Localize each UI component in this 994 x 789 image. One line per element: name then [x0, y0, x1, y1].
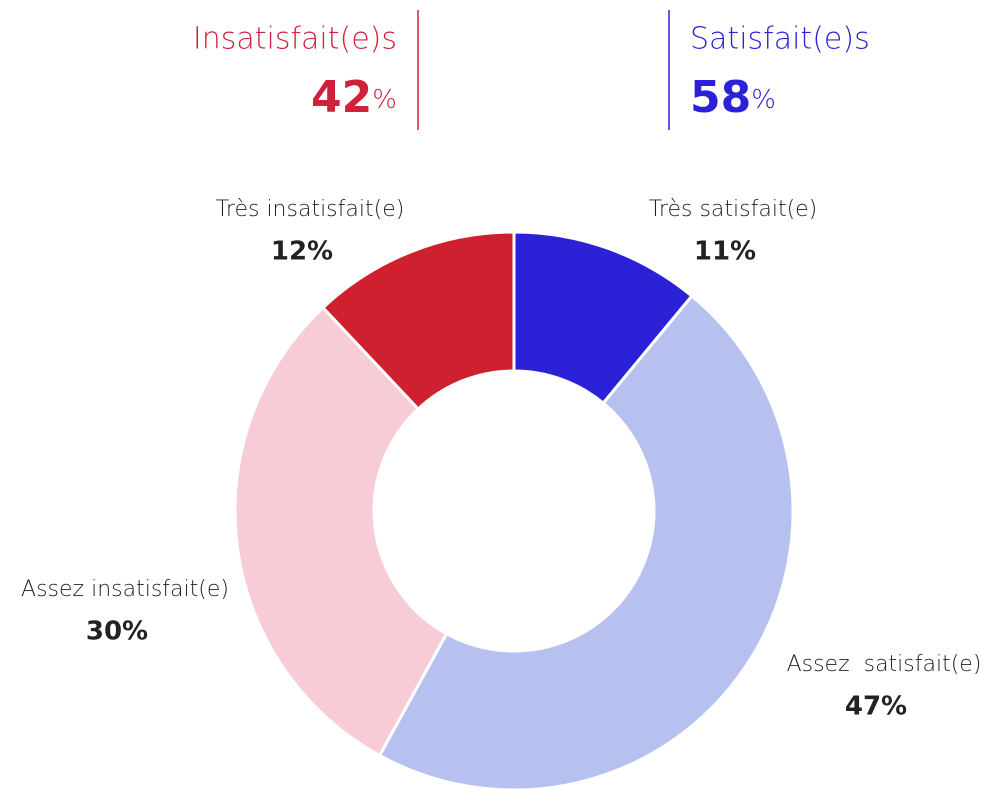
- summary-unit: %: [372, 85, 397, 115]
- slice-label: Très satisfait(e): [649, 197, 818, 222]
- slice-label: Assez insatisfait(e): [21, 577, 229, 602]
- summary-value: 42%: [311, 72, 397, 123]
- summary-unit: %: [751, 85, 776, 115]
- summary-number: 42: [311, 72, 372, 123]
- slice-value-label: 47%: [845, 692, 907, 722]
- summary-label: Satisfait(e)s: [690, 22, 870, 57]
- donut-slice: [320, 230, 516, 412]
- slice-value-label: 11%: [694, 237, 756, 267]
- slice-value-label: 30%: [86, 617, 148, 647]
- summary-number: 58: [690, 72, 751, 123]
- summary-label: Insatisfait(e)s: [193, 22, 397, 57]
- slice-label: Assez satisfait(e): [787, 652, 982, 677]
- summary-value: 58%: [690, 72, 776, 123]
- donut-slice: [233, 305, 449, 758]
- donut-slice: [377, 293, 795, 789]
- slice-label: Très insatisfait(e): [216, 197, 405, 222]
- slice-value-label: 12%: [271, 237, 333, 267]
